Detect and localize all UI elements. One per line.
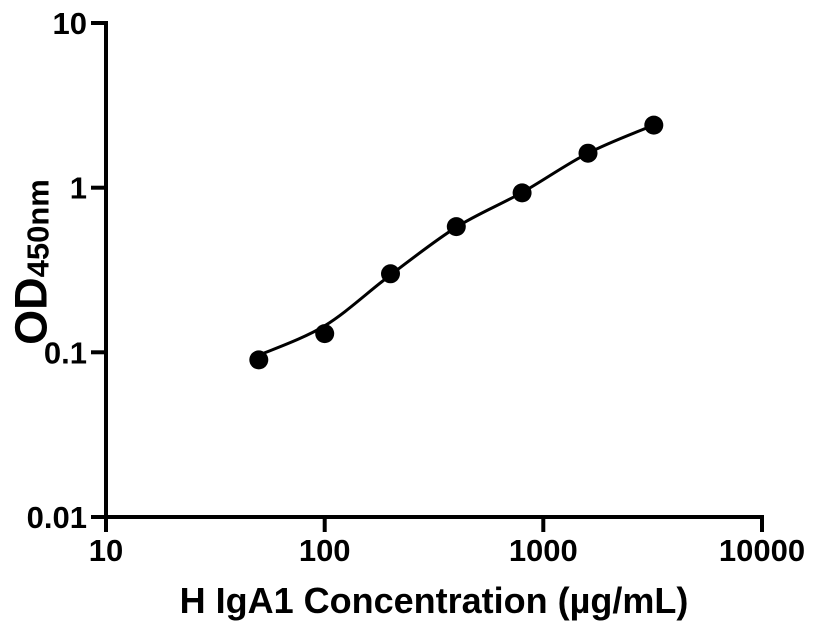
data-point <box>446 217 466 237</box>
y-axis-title-subscript: 450nm <box>20 179 56 278</box>
y-tick-label: 1 <box>70 171 87 206</box>
x-tick-label: 10 <box>89 533 123 568</box>
data-point <box>315 324 335 344</box>
y-tick-label: 0.01 <box>27 500 87 535</box>
data-point <box>512 183 532 203</box>
x-axis-title: H IgA1 Concentration (µg/mL) <box>179 580 689 621</box>
x-tick-label: 100 <box>299 533 351 568</box>
y-axis-title: OD450nm <box>5 179 57 345</box>
y-tick-label: 0.1 <box>44 335 87 370</box>
y-tick-label: 10 <box>53 6 87 41</box>
y-axis-title-main: OD <box>5 277 57 345</box>
data-point <box>381 264 400 284</box>
x-tick-label: 10000 <box>719 533 805 568</box>
data-point <box>249 350 269 370</box>
data-point <box>578 143 598 163</box>
x-tick-label: 1000 <box>509 533 578 568</box>
data-point <box>644 115 664 135</box>
